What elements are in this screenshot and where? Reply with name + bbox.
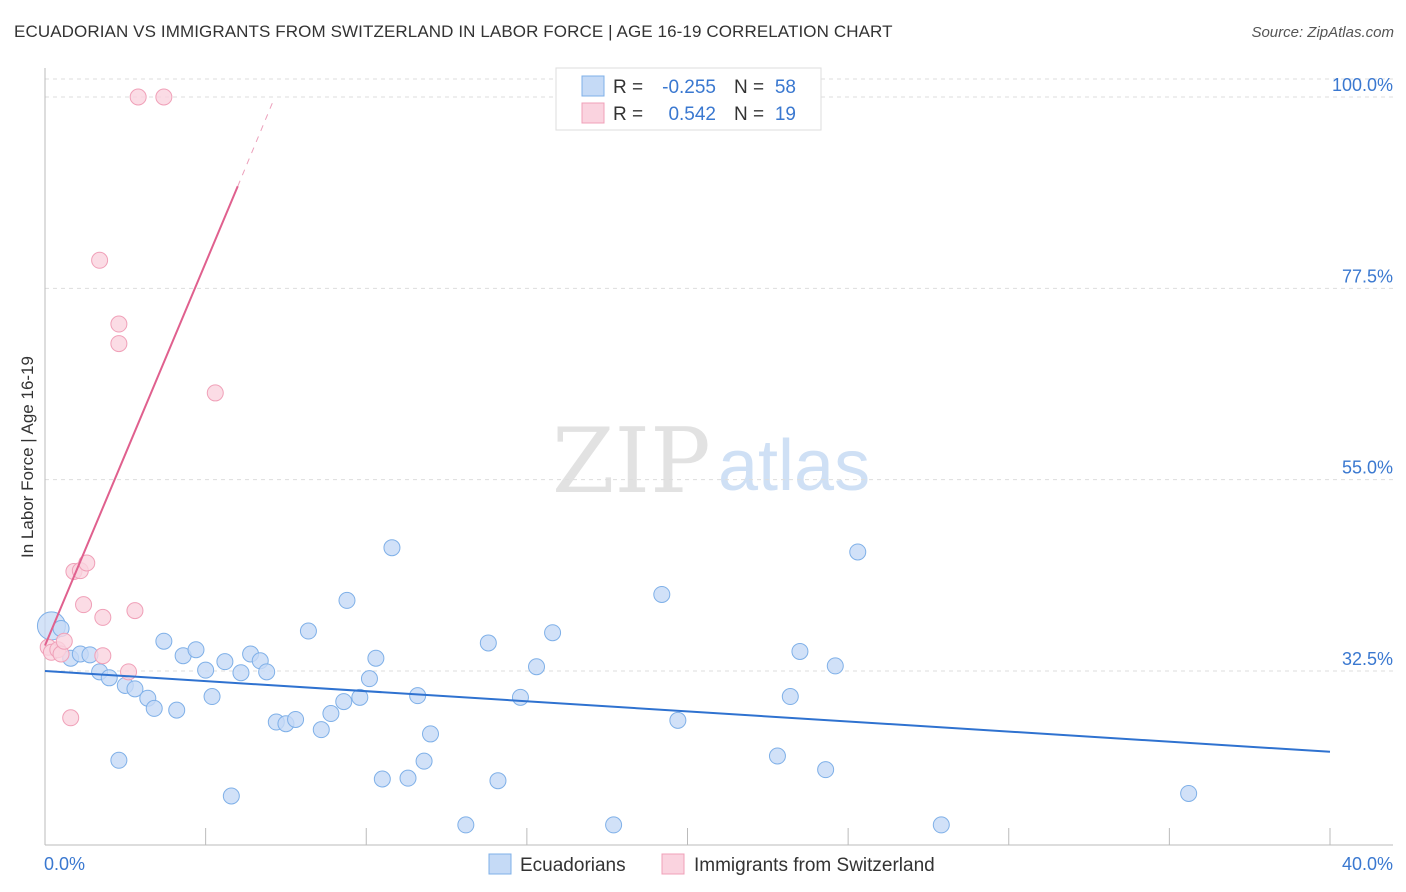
- ecuadorian-point: [287, 710, 305, 728]
- legend-r-value: 0.542: [668, 104, 716, 125]
- legend-r-label: R =: [613, 104, 643, 125]
- ecuadorian-point: [932, 816, 950, 834]
- stats-legend: R = -0.255 N = 58 R = 0.542 N = 19: [555, 67, 822, 131]
- ecuadorian-point: [528, 658, 546, 676]
- swiss-point: [91, 251, 109, 269]
- y-axis-label: In Labor Force | Age 16-19: [18, 356, 37, 558]
- swiss-trend-line: [44, 185, 239, 646]
- ecuadorian-point: [479, 634, 497, 652]
- ecuadorian-point: [197, 661, 215, 679]
- ecuadorian-trend-line: [44, 670, 1331, 753]
- ecuadorian-point: [258, 663, 276, 681]
- ecuadorian-point: [322, 705, 340, 723]
- swiss-point: [75, 596, 93, 614]
- legend-n-value: 19: [775, 104, 796, 125]
- swiss-point: [94, 608, 112, 626]
- ecuadorian-point: [415, 752, 433, 770]
- ecuadorian-point: [383, 539, 401, 557]
- legend-n-value: 58: [775, 77, 796, 98]
- ecuadorian-point: [351, 688, 369, 706]
- ecuadorian-point: [168, 701, 186, 719]
- ecuadorian-point: [544, 624, 562, 642]
- ecuadorian-point: [187, 641, 205, 659]
- bottom-legend-label-ecuadorians: Ecuadorians: [520, 855, 626, 876]
- ecuadorian-point: [781, 688, 799, 706]
- y-tick-label: 100.0%: [1332, 75, 1393, 95]
- ecuadorian-point: [817, 761, 835, 779]
- source-label: Source: ZipAtlas.com: [1251, 24, 1394, 41]
- ecuadorian-point: [203, 688, 221, 706]
- ecuadorian-point: [653, 585, 671, 603]
- ecuadorian-point: [145, 699, 163, 717]
- ecuadorian-point: [360, 670, 378, 688]
- swiss-point: [94, 647, 112, 665]
- ecuadorian-point: [849, 543, 867, 561]
- watermark-zip: ZIP: [552, 409, 711, 514]
- ecuadorian-point: [791, 642, 809, 660]
- legend-r-label: R =: [613, 77, 643, 98]
- ecuadorian-point: [299, 622, 317, 640]
- ecuadorian-point: [100, 669, 118, 687]
- bottom-legend-swatch-ecuadorians: [488, 853, 512, 875]
- ecuadorian-point: [338, 591, 356, 609]
- ecuadorian-point: [826, 657, 844, 675]
- ecuadorian-point: [367, 649, 385, 667]
- ecuadorian-point: [126, 680, 144, 698]
- swiss-point: [55, 632, 73, 650]
- legend-n-label: N =: [734, 104, 764, 125]
- bottom-legend-label-swiss: Immigrants from Switzerland: [694, 855, 935, 876]
- ecuadorian-point: [155, 632, 173, 650]
- ecuadorian-point: [669, 711, 687, 729]
- ecuadorian-point: [335, 693, 353, 711]
- y-tick-label: 77.5%: [1342, 266, 1393, 286]
- ecuadorian-point: [768, 747, 786, 765]
- legend-swatch-swiss: [581, 102, 605, 124]
- scatter-points: [36, 88, 1198, 834]
- chart-title: ECUADORIAN VS IMMIGRANTS FROM SWITZERLAN…: [14, 22, 893, 41]
- x-tick-label-max: 40.0%: [1342, 854, 1393, 874]
- legend-r-value: -0.255: [662, 77, 716, 98]
- ecuadorian-point: [216, 653, 234, 671]
- ecuadorian-point: [1180, 784, 1198, 802]
- bottom-legend: Ecuadorians Immigrants from Switzerland: [488, 853, 935, 876]
- ecuadorian-point: [232, 664, 250, 682]
- swiss-point: [206, 384, 224, 402]
- ecuadorian-point: [222, 787, 240, 805]
- ecuadorian-point: [312, 721, 330, 739]
- ecuadorian-point: [605, 816, 623, 834]
- swiss-point: [110, 315, 128, 333]
- ecuadorian-point: [489, 772, 507, 790]
- trend-lines: [44, 101, 1331, 753]
- ecuadorian-point: [457, 816, 475, 834]
- y-tick-label: 32.5%: [1342, 649, 1393, 669]
- legend-swatch-ecuadorians: [581, 75, 605, 97]
- ecuadorian-point: [511, 688, 529, 706]
- x-ticks: [205, 828, 1331, 845]
- swiss-point: [62, 709, 80, 727]
- swiss-point: [110, 335, 128, 353]
- watermark-atlas: atlas: [718, 426, 870, 506]
- x-tick-label-min: 0.0%: [44, 854, 85, 874]
- swiss-point: [155, 88, 173, 106]
- y-tick-labels: 32.5% 55.0% 77.5% 100.0%: [1332, 75, 1393, 669]
- y-tick-label: 55.0%: [1342, 458, 1393, 478]
- swiss-point: [126, 602, 144, 620]
- ecuadorian-point: [373, 770, 391, 788]
- swiss-point: [129, 88, 147, 106]
- grid-lines: [45, 78, 1393, 672]
- ecuadorian-point: [422, 725, 439, 743]
- ecuadorian-point: [399, 769, 417, 787]
- swiss-trend-line-extension: [237, 101, 274, 187]
- ecuadorian-point: [110, 751, 128, 769]
- legend-n-label: N =: [734, 77, 764, 98]
- bottom-legend-swatch-swiss: [661, 853, 685, 875]
